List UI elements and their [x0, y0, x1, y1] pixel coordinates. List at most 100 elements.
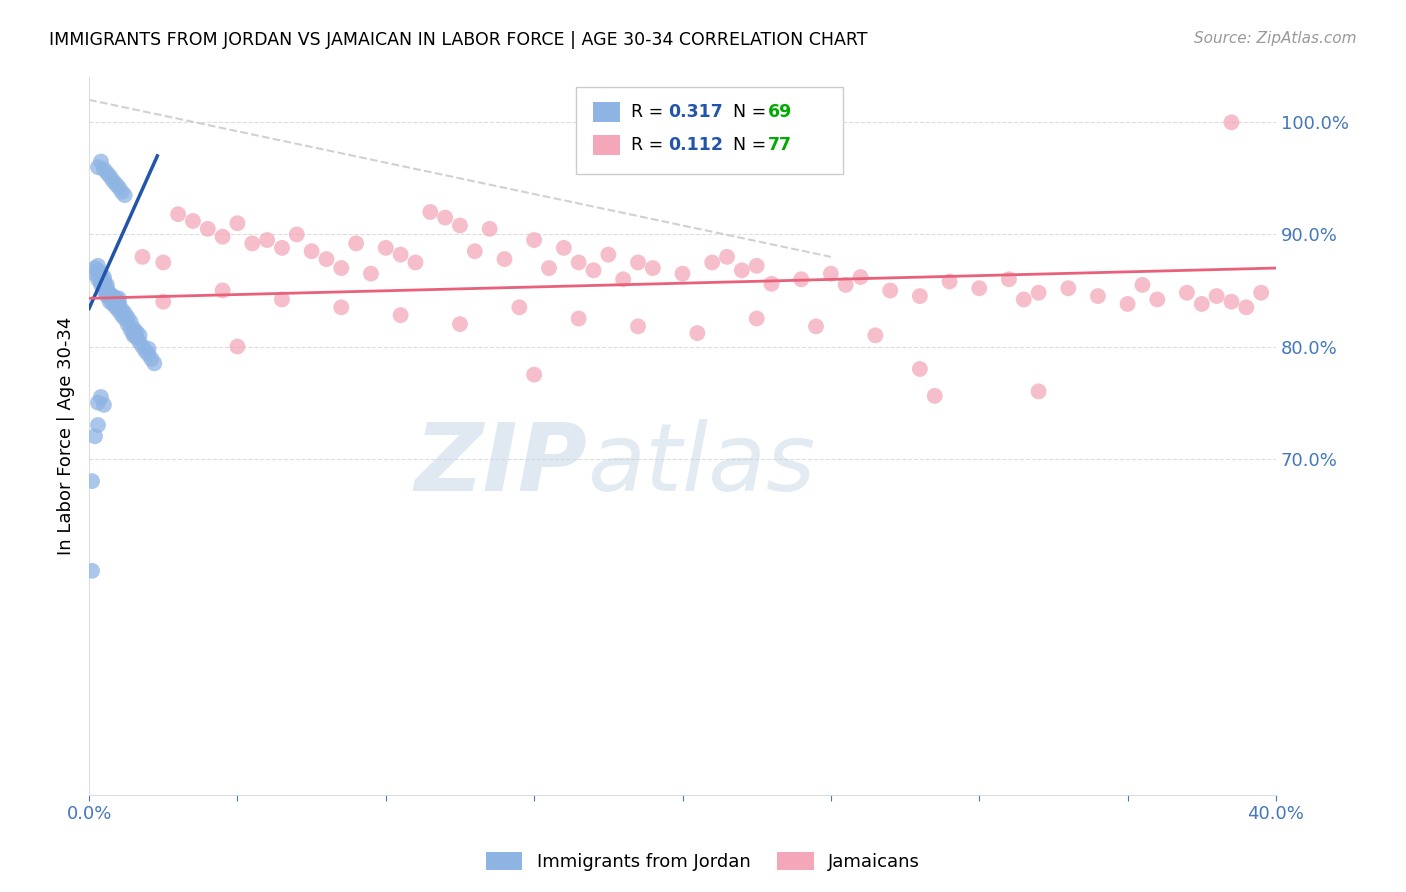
Point	[167, 207, 190, 221]
Point	[152, 294, 174, 309]
Point	[90, 275, 112, 289]
Point	[101, 293, 124, 307]
Point	[523, 368, 546, 382]
Point	[731, 263, 754, 277]
Point	[96, 285, 118, 300]
Point	[84, 261, 107, 276]
Text: IMMIGRANTS FROM JORDAN VS JAMAICAN IN LABOR FORCE | AGE 30-34 CORRELATION CHART: IMMIGRANTS FROM JORDAN VS JAMAICAN IN LA…	[49, 31, 868, 49]
Point	[301, 244, 323, 259]
Point	[104, 291, 127, 305]
Point	[117, 310, 139, 325]
Point	[938, 275, 960, 289]
Point	[686, 326, 709, 340]
Point	[671, 267, 693, 281]
Point	[226, 216, 249, 230]
Point	[211, 284, 233, 298]
Text: 77: 77	[768, 136, 792, 154]
Point	[128, 334, 150, 349]
Point	[87, 263, 110, 277]
Point	[104, 294, 127, 309]
Point	[1234, 301, 1257, 315]
Point	[820, 267, 842, 281]
Point	[598, 247, 620, 261]
Point	[924, 389, 946, 403]
Point	[128, 328, 150, 343]
Point	[98, 290, 121, 304]
Point	[131, 250, 153, 264]
Point	[98, 286, 121, 301]
Point	[84, 429, 107, 443]
Point	[114, 306, 136, 320]
Point	[125, 325, 148, 339]
Point	[804, 319, 827, 334]
Point	[107, 291, 129, 305]
Point	[98, 169, 121, 183]
Point	[1220, 294, 1243, 309]
Y-axis label: In Labor Force | Age 30-34: In Labor Force | Age 30-34	[58, 317, 75, 556]
Point	[879, 284, 901, 298]
Point	[141, 351, 163, 366]
Point	[138, 342, 160, 356]
Point	[790, 272, 813, 286]
Point	[1087, 289, 1109, 303]
Point	[120, 315, 142, 329]
Point	[1191, 297, 1213, 311]
Point	[1175, 285, 1198, 300]
Text: 69: 69	[768, 103, 792, 121]
Point	[181, 214, 204, 228]
Point	[138, 347, 160, 361]
Point	[508, 301, 530, 315]
Point	[96, 277, 118, 292]
Point	[702, 255, 724, 269]
Point	[1057, 281, 1080, 295]
Point	[641, 261, 664, 276]
Point	[122, 328, 145, 343]
Point	[434, 211, 457, 225]
Point	[211, 229, 233, 244]
Point	[80, 564, 103, 578]
Point	[125, 330, 148, 344]
Point	[494, 252, 516, 266]
Point	[87, 160, 110, 174]
Point	[330, 261, 353, 276]
Point	[478, 222, 501, 236]
Point	[761, 277, 783, 291]
Point	[374, 241, 396, 255]
Point	[612, 272, 634, 286]
Point	[87, 418, 110, 433]
Point	[449, 219, 471, 233]
Point	[1205, 289, 1227, 303]
Point	[967, 281, 990, 295]
Point	[389, 247, 412, 261]
Point	[568, 255, 591, 269]
Point	[908, 362, 931, 376]
Point	[627, 255, 650, 269]
Point	[1116, 297, 1139, 311]
Point	[745, 259, 768, 273]
Bar	[593, 102, 620, 122]
Point	[107, 299, 129, 313]
Point	[1012, 293, 1035, 307]
Point	[271, 293, 294, 307]
Point	[87, 272, 110, 286]
Point	[90, 154, 112, 169]
Point	[360, 267, 382, 281]
Point	[93, 273, 115, 287]
Text: R =: R =	[631, 136, 669, 154]
Text: ZIP: ZIP	[415, 419, 588, 511]
Point	[104, 177, 127, 191]
Point	[143, 356, 166, 370]
Legend: Immigrants from Jordan, Jamaicans: Immigrants from Jordan, Jamaicans	[479, 845, 927, 879]
Point	[745, 311, 768, 326]
Point	[93, 277, 115, 291]
Point	[131, 340, 153, 354]
Point	[908, 289, 931, 303]
Point	[1028, 285, 1050, 300]
Point	[835, 277, 858, 292]
Text: N =: N =	[721, 136, 772, 154]
Point	[1220, 115, 1243, 129]
Point	[1250, 285, 1272, 300]
Point	[240, 236, 263, 251]
Point	[553, 241, 575, 255]
Point	[537, 261, 560, 276]
